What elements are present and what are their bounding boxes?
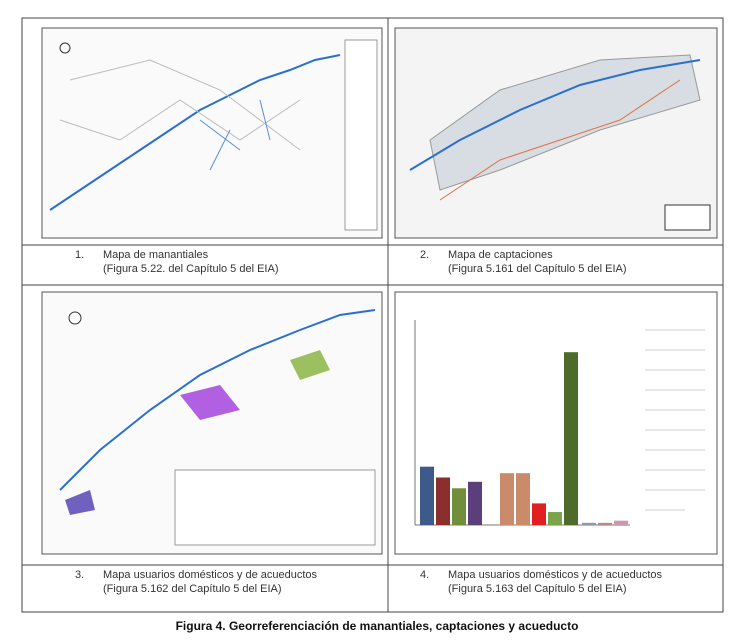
caption-title: Mapa de captaciones xyxy=(448,249,553,261)
caption-title: Mapa usuarios domésticos y de acueductos xyxy=(448,569,663,581)
map-legend xyxy=(665,205,710,230)
map-frame xyxy=(42,28,382,238)
bar xyxy=(548,512,562,525)
caption-number: 3. xyxy=(75,569,84,581)
bar xyxy=(436,477,450,525)
map-3 xyxy=(42,292,382,554)
bar xyxy=(516,473,530,525)
bar xyxy=(582,523,596,525)
figure-caption: Figura 4. Georreferenciación de manantia… xyxy=(176,619,579,633)
figure: 1. Mapa de manantiales (Figura 5.22. del C… xyxy=(0,0,733,641)
bar xyxy=(500,473,514,525)
map-2 xyxy=(395,28,717,238)
bar xyxy=(452,488,466,525)
bar xyxy=(564,352,578,525)
bar xyxy=(532,503,546,525)
caption-source: (Figura 5.161 del Capítulo 5 del EIA) xyxy=(448,263,627,275)
caption-number: 2. xyxy=(420,249,429,261)
bar xyxy=(614,521,628,525)
map-legend xyxy=(175,470,375,545)
caption-title: Mapa de manantiales xyxy=(103,249,209,261)
caption-number: 4. xyxy=(420,569,429,581)
bar xyxy=(420,467,434,525)
caption-title: Mapa usuarios domésticos y de acueductos xyxy=(103,569,318,581)
caption-source: (Figura 5.163 del Capítulo 5 del EIA) xyxy=(448,583,627,595)
caption-source: (Figura 5.22. del Capítulo 5 del EIA) xyxy=(103,263,278,275)
bar-chart xyxy=(395,292,717,554)
caption-number: 1. xyxy=(75,249,84,261)
map-1 xyxy=(42,28,382,238)
bar xyxy=(468,482,482,525)
caption-source: (Figura 5.162 del Capítulo 5 del EIA) xyxy=(103,583,282,595)
bar xyxy=(598,523,612,525)
page: 1. Mapa de manantiales (Figura 5.22. del C… xyxy=(0,0,733,641)
map-legend xyxy=(345,40,377,230)
